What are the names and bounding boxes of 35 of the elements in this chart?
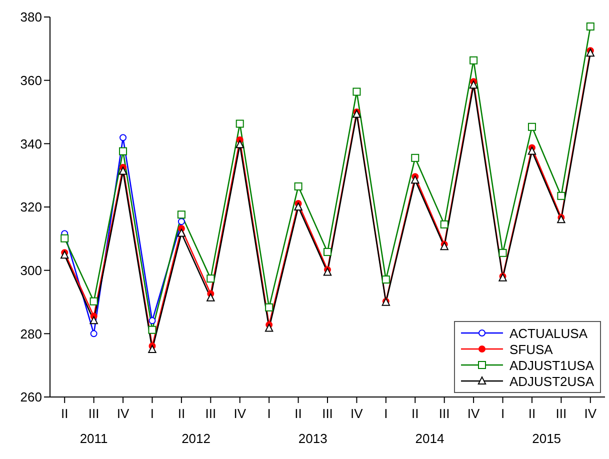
x-tick-label: III: [88, 406, 100, 422]
y-tick-label: 280: [20, 326, 42, 342]
legend-label: ACTUALUSA: [509, 326, 588, 340]
x-tick-label: III: [205, 406, 216, 422]
x-tick-label: II: [294, 406, 302, 422]
x-tick-label: IV: [467, 406, 480, 422]
legend-label: SFUSA: [509, 342, 553, 356]
text: 2011: [78, 431, 109, 446]
y-tick-label: 300: [20, 262, 42, 278]
y-tick-label: 360: [20, 72, 42, 88]
legend-label: ADJUST2USA: [509, 374, 594, 388]
x-tick-label: IV: [584, 406, 597, 422]
x-tick-label: III: [438, 406, 450, 422]
text: 2015: [531, 431, 562, 446]
y-tick-label: 260: [20, 390, 42, 405]
legend-label: ADJUST1USA: [509, 358, 594, 372]
x-tick-label: I: [384, 406, 388, 422]
x-tick-label: IV: [116, 406, 130, 422]
y-tick-label: 380: [20, 10, 42, 25]
y-tick-label: 320: [20, 200, 42, 215]
x-tick-label: III: [556, 406, 567, 422]
x-tick-label: I: [150, 406, 154, 422]
text: 2014: [414, 431, 446, 446]
x-tick-label: II: [412, 406, 419, 422]
x-tick-label: III: [322, 406, 333, 422]
x-tick-label: II: [528, 406, 536, 422]
x-tick-label: I: [500, 406, 505, 422]
y-tick-label: 340: [20, 136, 42, 152]
x-tick-label: I: [267, 406, 271, 422]
x-tick-label: II: [60, 406, 68, 422]
text: 2012: [180, 431, 212, 446]
x-tick-label: II: [178, 406, 186, 422]
x-tick-label: IV: [350, 406, 364, 422]
text: 2013: [297, 431, 328, 446]
x-tick-label: IV: [234, 406, 246, 422]
